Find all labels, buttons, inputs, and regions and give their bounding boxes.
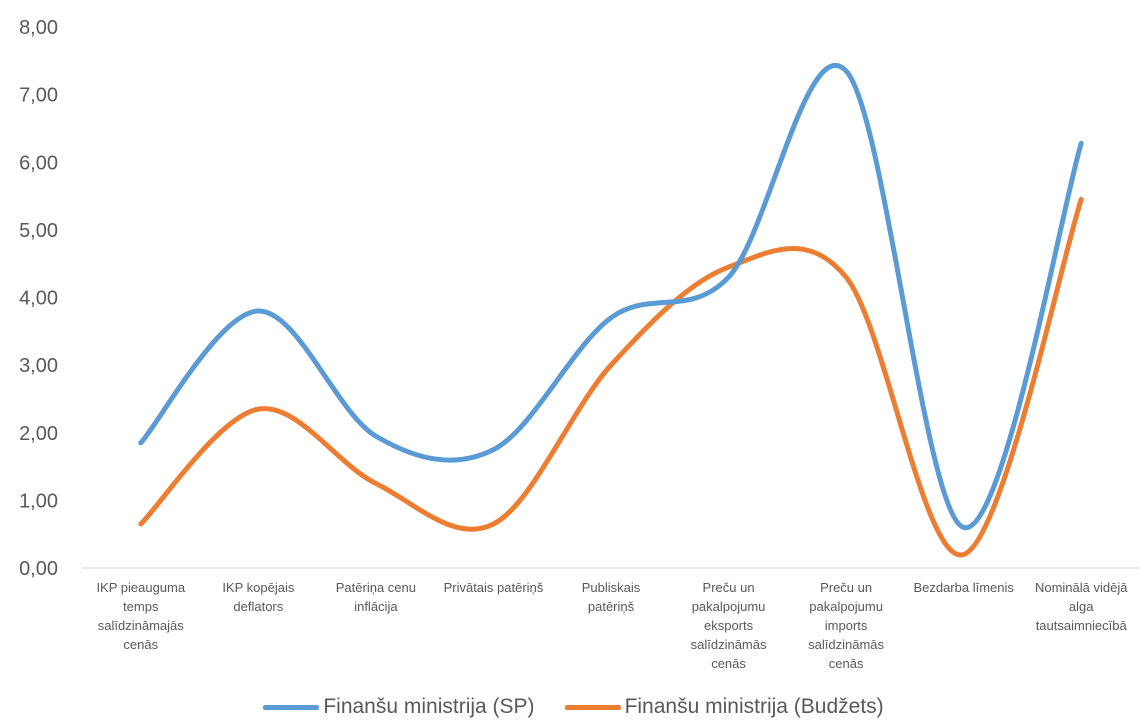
x-category-label: Preču un pakalpojumu eksports salīdzināmās c…	[691, 580, 767, 671]
y-tick-label: 0,00	[19, 558, 58, 580]
x-category-label: IKP pieauguma temps salīdzināmajās cenās	[96, 580, 185, 652]
legend: Finanšu ministrija (SP) Finanšu ministri…	[0, 692, 1147, 722]
y-tick-label: 2,00	[19, 423, 58, 445]
legend-swatch-budzets	[564, 704, 621, 710]
y-tick-label: 3,00	[19, 355, 58, 377]
x-axis-labels: IKP pieauguma temps salīdzināmajās cenās IKP…	[96, 580, 1128, 671]
x-category-label: Privātais patēriņš	[444, 580, 544, 595]
y-tick-label: 6,00	[19, 152, 58, 174]
y-tick-label: 5,00	[19, 220, 58, 242]
x-category-label: Publiskais patēriņš	[582, 580, 641, 614]
series-line-sp	[138, 63, 1084, 530]
y-tick-label: 7,00	[19, 85, 58, 107]
x-category-label: Nominālā vidējā alga tautsaimniecībā	[1035, 580, 1128, 633]
x-category-label: IKP kopējais deflators	[222, 580, 295, 614]
legend-item-sp[interactable]: Finanšu ministrija (SP)	[263, 695, 535, 719]
x-category-label: Patēriņa cenu inflācija	[336, 580, 416, 614]
y-tick-label: 1,00	[19, 490, 58, 512]
series-lines	[138, 63, 1084, 558]
line-chart: 0,00 1,00 2,00 3,00 4,00 5,00 6,00 7,00 8,00 IKP…	[19, 17, 1140, 671]
x-category-label: Bezdarba līmenis	[913, 580, 1014, 595]
x-category-label: Preču un pakalpojumu imports salīdzināmās ce…	[808, 580, 884, 671]
y-axis-ticks: 0,00 1,00 2,00 3,00 4,00 5,00 6,00 7,00 8,00	[19, 17, 58, 580]
legend-label-budzets: Finanšu ministrija (Budžets)	[624, 695, 884, 718]
y-tick-label: 4,00	[19, 288, 58, 310]
legend-item-budzets[interactable]: Finanšu ministrija (Budžets)	[564, 695, 884, 719]
legend-swatch-sp	[263, 704, 320, 710]
legend-label-sp: Finanšu ministrija (SP)	[323, 695, 535, 718]
y-tick-label: 8,00	[19, 17, 58, 39]
series-line-budzets	[138, 196, 1084, 558]
